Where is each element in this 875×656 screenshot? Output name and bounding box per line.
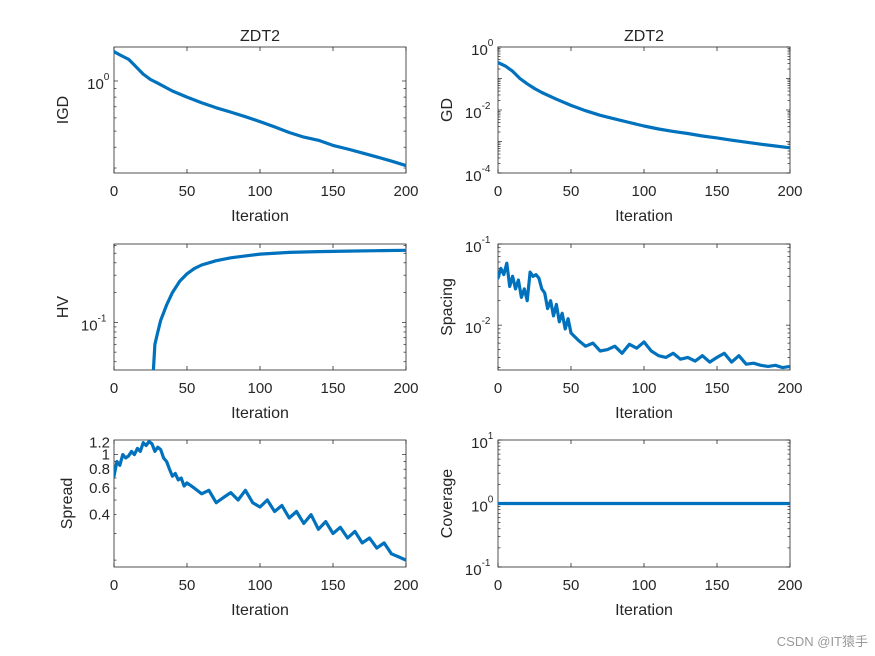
x-tick-label: 0 (110, 380, 118, 397)
x-tick-label: 150 (320, 577, 345, 594)
y-tick-exponent: -2 (482, 316, 491, 327)
chart-panel-5: 0 50 100 150 200 1.210.8 0.6 0.4 Iteration Spread (59, 435, 419, 619)
y-tick-label: 1.2 (89, 435, 110, 452)
y-tick-label: 10 (465, 320, 482, 337)
chart-panel-3: 0 50 100 150 200 -110 Iteration HV (55, 243, 419, 422)
chart-title: ZDT2 (624, 28, 664, 45)
watermark: CSDN @IT猿手 (777, 634, 868, 649)
series-line (498, 61, 790, 150)
y-tick-exponent: -1 (482, 558, 491, 569)
plot-area (113, 243, 407, 371)
x-tick-label: 0 (110, 183, 118, 200)
x-tick-label: 150 (320, 183, 345, 200)
series-line (498, 261, 790, 370)
x-tick-label: 200 (777, 380, 802, 397)
y-tick-label: 1 (102, 447, 110, 464)
x-tick-label: 200 (393, 577, 418, 594)
y-tick-label: 10 (81, 317, 98, 334)
x-tick-label: 50 (179, 183, 196, 200)
plot-area (113, 439, 407, 568)
x-tick-label: 150 (320, 380, 345, 397)
x-tick-label: 50 (179, 577, 196, 594)
x-tick-label: 50 (179, 380, 196, 397)
y-tick-label: 10 (471, 42, 488, 59)
y-tick-exponent: -1 (482, 235, 491, 246)
y-tick-exponent: -2 (482, 101, 491, 112)
y-tick-exponent: -4 (482, 164, 491, 175)
chart-title: ZDT2 (240, 28, 280, 45)
x-tick-label: 0 (494, 183, 502, 200)
y-axis-label: Coverage (439, 469, 456, 538)
x-tick-label: 100 (631, 380, 656, 397)
y-tick-label: 10 (465, 168, 482, 185)
y-axis-label: HV (55, 296, 72, 319)
y-tick-label: 10 (87, 76, 104, 93)
x-tick-label: 50 (563, 577, 580, 594)
y-tick-label: 0.8 (89, 461, 110, 478)
series-line (151, 248, 406, 370)
plot-area (497, 46, 791, 174)
x-axis-label: Iteration (231, 602, 289, 619)
x-axis-label: Iteration (615, 405, 673, 422)
x-tick-label: 100 (247, 183, 272, 200)
x-tick-label: 100 (631, 183, 656, 200)
y-axis-label: GD (439, 98, 456, 122)
y-axis-label: Spread (59, 478, 76, 530)
y-tick-exponent: 1 (488, 431, 494, 442)
x-tick-label: 50 (563, 183, 580, 200)
y-axis-label: Spacing (439, 278, 456, 336)
x-tick-label: 0 (110, 577, 118, 594)
x-tick-label: 200 (777, 183, 802, 200)
x-tick-label: 100 (247, 577, 272, 594)
y-tick-label: 10 (465, 562, 482, 579)
x-tick-label: 150 (704, 577, 729, 594)
y-tick-label: 10 (465, 239, 482, 256)
x-tick-label: 200 (393, 380, 418, 397)
x-tick-label: 0 (494, 577, 502, 594)
x-axis-label: Iteration (231, 405, 289, 422)
y-tick-label: 0.6 (89, 480, 110, 497)
y-tick-label: 0.4 (89, 507, 110, 524)
series-line (114, 440, 406, 562)
x-tick-label: 0 (494, 380, 502, 397)
y-tick-label: 10 (465, 105, 482, 122)
y-tick-exponent: -1 (98, 313, 107, 324)
x-axis-label: Iteration (615, 208, 673, 225)
y-tick-label: 10 (471, 499, 488, 516)
x-tick-label: 100 (247, 380, 272, 397)
x-tick-label: 200 (777, 577, 802, 594)
y-tick-exponent: 0 (104, 72, 110, 83)
x-tick-label: 200 (393, 183, 418, 200)
x-axis-label: Iteration (231, 208, 289, 225)
y-axis-label: IGD (55, 96, 72, 124)
series-line (114, 50, 406, 168)
y-tick-exponent: 0 (488, 495, 494, 506)
x-tick-label: 50 (563, 380, 580, 397)
x-axis-label: Iteration (615, 602, 673, 619)
x-tick-label: 150 (704, 380, 729, 397)
y-tick-label: 10 (471, 435, 488, 452)
x-tick-label: 100 (631, 577, 656, 594)
y-tick-exponent: 0 (488, 38, 494, 49)
x-tick-label: 150 (704, 183, 729, 200)
plot-area (497, 243, 791, 371)
